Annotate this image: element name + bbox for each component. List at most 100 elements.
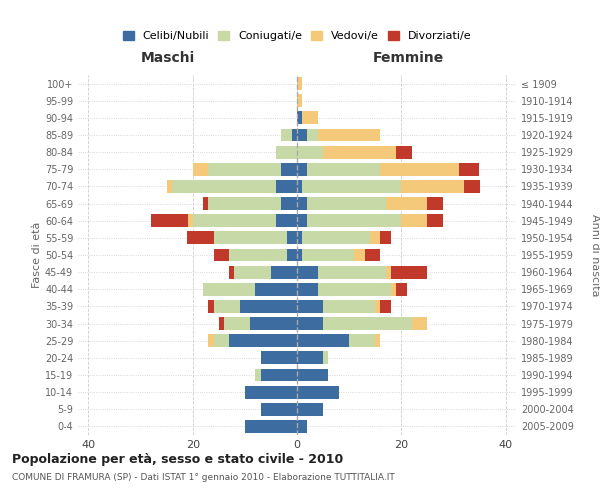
Bar <box>375 334 380 347</box>
Text: Femmine: Femmine <box>373 51 443 65</box>
Bar <box>287 232 297 244</box>
Bar <box>281 197 297 210</box>
Bar <box>208 300 214 313</box>
Bar <box>297 352 323 364</box>
Bar <box>229 266 235 278</box>
Bar <box>323 317 412 330</box>
Bar <box>323 352 328 364</box>
Bar <box>203 197 208 210</box>
Bar <box>386 266 391 278</box>
Bar <box>297 146 323 158</box>
Bar <box>214 334 229 347</box>
Bar <box>172 180 276 193</box>
Bar <box>380 163 458 175</box>
Bar <box>255 283 297 296</box>
Bar <box>391 283 396 296</box>
Bar <box>412 317 427 330</box>
Bar <box>297 232 302 244</box>
Bar <box>208 197 281 210</box>
Bar <box>260 403 297 415</box>
Bar <box>297 334 349 347</box>
Bar <box>297 128 307 141</box>
Bar <box>297 420 307 433</box>
Bar <box>208 163 281 175</box>
Bar <box>219 317 224 330</box>
Bar <box>323 300 375 313</box>
Bar <box>307 214 401 227</box>
Bar <box>380 232 391 244</box>
Bar <box>297 197 307 210</box>
Bar <box>297 248 302 262</box>
Bar <box>401 214 427 227</box>
Bar <box>214 232 287 244</box>
Bar <box>297 112 302 124</box>
Bar <box>239 300 297 313</box>
Bar <box>297 300 323 313</box>
Bar <box>427 197 443 210</box>
Bar <box>375 300 380 313</box>
Legend: Celibi/Nubili, Coniugati/e, Vedovi/e, Divorziati/e: Celibi/Nubili, Coniugati/e, Vedovi/e, Di… <box>118 26 476 46</box>
Bar <box>297 386 339 398</box>
Bar <box>464 180 479 193</box>
Text: Popolazione per età, sesso e stato civile - 2010: Popolazione per età, sesso e stato civil… <box>12 452 343 466</box>
Bar <box>224 317 250 330</box>
Y-axis label: Fasce di età: Fasce di età <box>32 222 42 288</box>
Bar <box>281 128 292 141</box>
Bar <box>276 180 297 193</box>
Bar <box>214 248 229 262</box>
Bar <box>229 334 297 347</box>
Bar <box>276 214 297 227</box>
Bar <box>318 128 380 141</box>
Bar <box>323 146 396 158</box>
Bar <box>255 368 260 382</box>
Bar <box>297 163 307 175</box>
Bar <box>250 317 297 330</box>
Bar <box>396 283 407 296</box>
Bar <box>297 283 318 296</box>
Bar <box>292 128 297 141</box>
Bar <box>307 163 380 175</box>
Bar <box>297 214 307 227</box>
Bar <box>427 214 443 227</box>
Bar <box>167 180 172 193</box>
Bar <box>276 146 297 158</box>
Bar <box>391 266 427 278</box>
Bar <box>307 128 318 141</box>
Bar <box>151 214 187 227</box>
Bar <box>193 214 276 227</box>
Bar <box>208 334 214 347</box>
Bar <box>235 266 271 278</box>
Bar <box>380 300 391 313</box>
Bar <box>318 283 391 296</box>
Bar <box>365 248 380 262</box>
Bar <box>203 283 255 296</box>
Y-axis label: Anni di nascita: Anni di nascita <box>590 214 600 296</box>
Bar <box>297 77 302 90</box>
Bar <box>302 180 401 193</box>
Bar <box>271 266 297 278</box>
Bar <box>297 180 302 193</box>
Bar <box>370 232 380 244</box>
Bar <box>187 232 214 244</box>
Bar <box>214 300 239 313</box>
Bar <box>297 317 323 330</box>
Bar <box>386 197 427 210</box>
Bar <box>307 197 386 210</box>
Bar <box>297 94 302 107</box>
Bar <box>458 163 479 175</box>
Bar <box>187 214 193 227</box>
Bar <box>193 163 208 175</box>
Bar <box>401 180 464 193</box>
Bar <box>355 248 365 262</box>
Bar <box>245 386 297 398</box>
Text: Maschi: Maschi <box>141 51 195 65</box>
Bar <box>297 266 318 278</box>
Bar <box>297 403 323 415</box>
Text: COMUNE DI FRAMURA (SP) - Dati ISTAT 1° gennaio 2010 - Elaborazione TUTTITALIA.IT: COMUNE DI FRAMURA (SP) - Dati ISTAT 1° g… <box>12 472 395 482</box>
Bar <box>396 146 412 158</box>
Bar <box>349 334 375 347</box>
Bar <box>302 232 370 244</box>
Bar <box>281 163 297 175</box>
Bar <box>302 112 318 124</box>
Bar <box>260 352 297 364</box>
